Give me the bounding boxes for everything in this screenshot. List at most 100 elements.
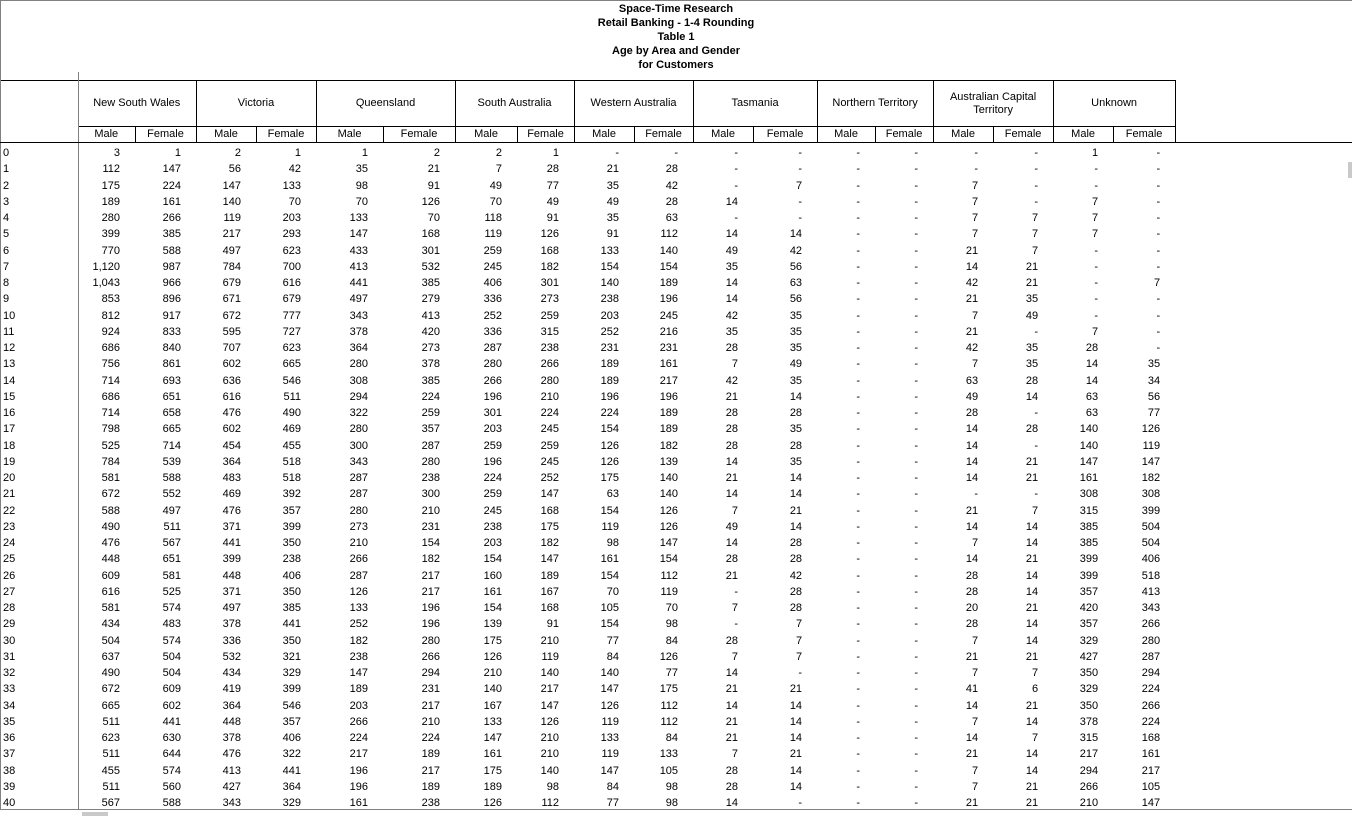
- table-row: 16 714 658 476 490 322 259 301 224 224 189 28 28 - - 28…: [0, 405, 1175, 421]
- value-cell: -: [1156, 163, 1161, 176]
- value-cell: 35: [725, 260, 739, 273]
- value-cell: 21: [725, 569, 739, 582]
- value-cell: 28: [725, 423, 739, 436]
- value-cell: 49: [606, 195, 620, 208]
- value-cell: 35: [1025, 358, 1039, 371]
- value-cell: 644: [162, 748, 181, 761]
- value-cell: 245: [483, 504, 503, 517]
- value-cell: -: [914, 650, 919, 663]
- value-cell: 105: [600, 602, 620, 614]
- title-line-table-number: Table 1: [657, 31, 695, 43]
- value-cell: 49: [489, 179, 503, 192]
- value-cell: 126: [659, 504, 679, 517]
- value-cell: 329: [282, 797, 302, 809]
- value-cell: 21: [965, 293, 979, 306]
- value-cell: 371: [222, 520, 241, 533]
- value-cell: 7: [1031, 732, 1039, 744]
- value-cell: 112: [660, 715, 679, 728]
- value-cell: 7: [1091, 228, 1099, 241]
- value-cell: -: [856, 358, 861, 371]
- value-cell: 14: [965, 553, 979, 566]
- value-cell: 504: [162, 667, 181, 679]
- subheader-bottom-line: [0, 142, 1352, 143]
- value-cell: 126: [540, 228, 560, 241]
- value-cell: 238: [540, 342, 560, 354]
- value-cell: 861: [162, 358, 181, 371]
- value-cell: 133: [659, 748, 679, 761]
- value-cell: 7: [971, 634, 979, 647]
- value-cell: 280: [1141, 634, 1161, 647]
- value-cell: 49: [725, 244, 739, 257]
- value-cell: 35: [355, 163, 369, 176]
- value-cell: 154: [600, 423, 620, 436]
- value-cell: -: [734, 212, 739, 224]
- value-cell: 483: [162, 618, 181, 631]
- value-cell: -: [1034, 407, 1039, 419]
- value-cell: 714: [101, 407, 120, 419]
- value-cell: 140: [600, 667, 620, 679]
- value-cell: 259: [421, 407, 441, 419]
- value-cell: 28: [725, 780, 739, 793]
- value-cell: 322: [349, 407, 369, 419]
- value-cell: -: [914, 683, 919, 696]
- value-cell: 147: [1079, 455, 1099, 468]
- value-cell: 665: [162, 423, 181, 436]
- value-cell: 210: [540, 634, 560, 647]
- value-cell: 441: [282, 764, 302, 777]
- value-cell: 770: [101, 244, 120, 257]
- table-row: 1 112 147 56 42 35 21 7 28 21 28 - - - - - - - -: [0, 161, 1175, 177]
- table-row: 40 567 588 343 329 161 238 126 112 77 98 14 - - - 21 21 2…: [0, 795, 1175, 811]
- value-cell: -: [856, 455, 861, 468]
- table-row: 8 1,043 966 679 616 441 385 406 301 140 189 14 63 - - 4…: [0, 275, 1175, 291]
- value-cell: 455: [101, 764, 120, 777]
- value-cell: 147: [1141, 797, 1161, 809]
- value-cell: 70: [665, 602, 679, 614]
- table-row: 28 581 574 497 385 133 196 154 168 105 70 7 28 - - 20 21…: [0, 600, 1175, 616]
- area-group-header: Unknown: [1052, 80, 1176, 127]
- value-cell: 70: [606, 585, 620, 598]
- value-cell: -: [798, 797, 803, 809]
- value-cell: 385: [1079, 537, 1099, 549]
- age-cell: 25: [3, 553, 16, 566]
- vertical-scrollbar-thumb[interactable]: [1348, 162, 1352, 178]
- value-cell: 273: [540, 293, 560, 306]
- value-cell: -: [1034, 147, 1039, 159]
- report-title-block: Space-Time Research Retail Banking - 1-4…: [0, 2, 1352, 72]
- value-cell: 140: [1079, 439, 1099, 452]
- value-cell: 301: [540, 277, 560, 289]
- value-cell: 63: [1085, 390, 1099, 403]
- age-cell: 38: [3, 764, 16, 777]
- value-cell: 189: [540, 569, 560, 582]
- value-cell: 70: [355, 195, 369, 208]
- value-cell: 581: [162, 569, 181, 582]
- value-cell: -: [798, 195, 803, 208]
- value-cell: 84: [665, 634, 679, 647]
- value-cell: 21: [725, 732, 739, 744]
- value-cell: -: [856, 715, 861, 728]
- area-group-header: Tasmania: [692, 80, 818, 127]
- value-cell: 21: [725, 715, 739, 728]
- value-cell: 329: [1079, 683, 1099, 696]
- value-cell: 1,043: [92, 277, 120, 289]
- value-cell: -: [1156, 342, 1161, 354]
- value-cell: 511: [102, 780, 120, 793]
- value-cell: 35: [789, 309, 803, 322]
- value-cell: 231: [421, 683, 441, 696]
- bottom-border-line: [0, 809, 1352, 810]
- value-cell: 147: [540, 699, 560, 712]
- value-cell: 7: [731, 358, 739, 371]
- value-cell: 14: [1025, 634, 1039, 647]
- title-line-population: for Customers: [638, 59, 714, 71]
- value-cell: 21: [725, 390, 739, 403]
- value-cell: 14: [1085, 358, 1099, 371]
- value-cell: -: [914, 618, 919, 631]
- value-cell: 42: [725, 374, 739, 387]
- value-cell: 7: [1091, 195, 1099, 208]
- area-group-header: Victoria: [195, 80, 317, 127]
- value-cell: 14: [725, 195, 739, 208]
- value-cell: -: [914, 293, 919, 306]
- age-cell: 9: [3, 293, 10, 306]
- horizontal-scrollbar-thumb[interactable]: [82, 812, 108, 816]
- value-cell: -: [856, 488, 861, 501]
- value-cell: -: [1156, 293, 1161, 306]
